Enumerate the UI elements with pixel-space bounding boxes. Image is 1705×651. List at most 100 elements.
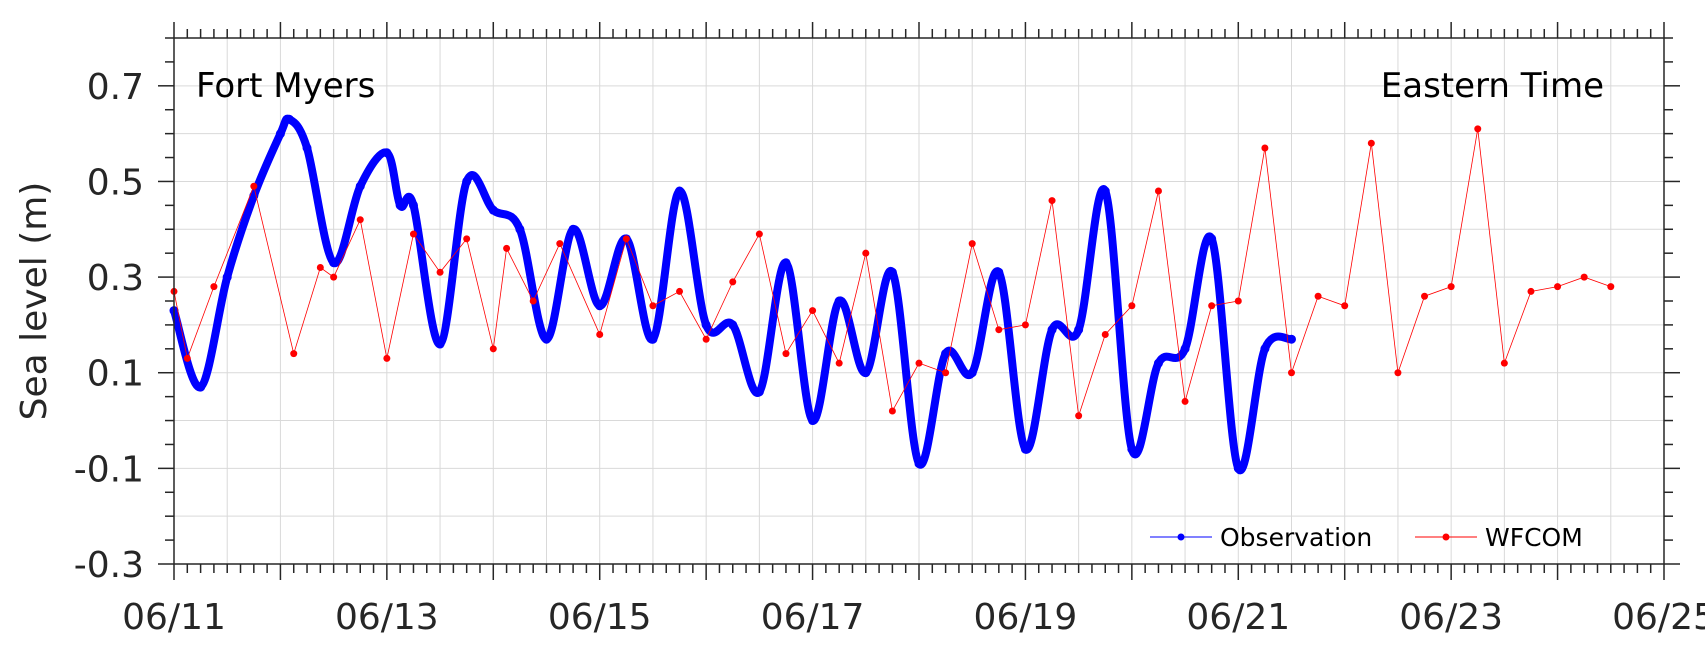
observation-point: [701, 320, 711, 330]
observation-point: [462, 176, 472, 186]
wfcom-point: [250, 182, 258, 190]
observation-point: [754, 387, 764, 397]
observation-point: [395, 200, 405, 210]
observation-point: [275, 129, 285, 139]
plot-series: [169, 114, 1615, 475]
x-tick-label: 06/19: [974, 597, 1078, 638]
grid: [173, 37, 1665, 565]
wfcom-point: [183, 354, 191, 362]
x-tick-label: 06/11: [122, 597, 226, 638]
wfcom-point: [1554, 283, 1562, 291]
y-tick-label: -0.1: [74, 449, 144, 490]
wfcom-point: [676, 287, 684, 295]
observation-point: [329, 258, 339, 268]
wfcom-point: [1474, 125, 1482, 133]
wfcom-point: [809, 307, 817, 315]
wfcom-point: [503, 244, 511, 252]
observation-point: [728, 320, 738, 330]
wfcom-point: [995, 326, 1003, 334]
x-tick-label: 06/15: [548, 597, 652, 638]
observation-point: [941, 349, 951, 359]
legend-wfcom-label: WFCOM: [1485, 523, 1583, 552]
wfcom-point: [1580, 273, 1588, 281]
wfcom-point: [915, 359, 923, 367]
wfcom-point: [1500, 359, 1508, 367]
wfcom-point: [290, 350, 298, 358]
observation-line: [170, 114, 1296, 475]
y-tick-label: 0.7: [87, 67, 144, 108]
observation-point: [648, 334, 658, 344]
observation-point: [355, 181, 365, 191]
wfcom-point: [1208, 302, 1216, 310]
wfcom-point: [622, 235, 630, 243]
observation-point: [1020, 444, 1030, 454]
wfcom-point: [755, 230, 763, 238]
wfcom-point: [782, 350, 790, 358]
observation-point: [1100, 186, 1110, 196]
wfcom-point: [383, 354, 391, 362]
y-tick-label: -0.3: [74, 545, 144, 586]
observation-point: [408, 200, 418, 210]
observation-point: [675, 186, 685, 196]
wfcom-point: [1181, 397, 1189, 405]
observation-point: [302, 143, 312, 153]
observation-point: [595, 301, 605, 311]
observation-point: [284, 114, 294, 124]
observation-point: [834, 296, 844, 306]
legend-observation-label: Observation: [1220, 523, 1372, 552]
wfcom-point: [888, 407, 896, 415]
observation-point: [515, 224, 525, 234]
legend-observation-marker: [1177, 533, 1185, 541]
wfcom-point: [1367, 139, 1375, 147]
wfcom-point: [1421, 292, 1429, 300]
observation-point: [488, 205, 498, 215]
observation-point: [1287, 334, 1296, 344]
y-tick-label: 0.3: [87, 258, 144, 299]
y-axis-label: Sea level (m): [14, 182, 55, 421]
observation-point: [808, 416, 818, 426]
wfcom-point: [1154, 187, 1162, 195]
observation-point: [914, 459, 924, 469]
wfcom-point: [862, 249, 870, 257]
observation-point: [222, 272, 232, 282]
station-label: Fort Myers: [196, 66, 375, 106]
wfcom-point: [1261, 144, 1269, 152]
wfcom-point: [409, 230, 417, 238]
wfcom-point: [1234, 297, 1242, 305]
observation-point: [382, 148, 392, 158]
wfcom-point: [1394, 369, 1402, 377]
observation-point: [435, 339, 445, 349]
x-tick-label: 06/13: [335, 597, 439, 638]
observation-point: [249, 191, 259, 201]
wfcom-point: [729, 278, 737, 286]
observation-point: [781, 258, 791, 268]
x-tick-label: 06/23: [1399, 597, 1503, 638]
legend: Observation WFCOM: [1150, 523, 1583, 552]
wfcom-point: [1048, 197, 1056, 205]
wfcom-point: [649, 302, 657, 310]
y-tick-label: 0.5: [87, 162, 144, 203]
wfcom-point: [1288, 369, 1295, 377]
wfcom-point: [556, 240, 564, 248]
series-observation: [169, 114, 1296, 475]
wfcom-point: [1607, 283, 1615, 291]
wfcom-point: [702, 335, 710, 343]
wfcom-point: [1527, 287, 1535, 295]
observation-point: [887, 267, 897, 277]
y-tick-label: 0.1: [87, 354, 144, 395]
wfcom-point: [489, 345, 497, 353]
wfcom-point: [529, 297, 537, 305]
wfcom-point: [1101, 330, 1109, 338]
wfcom-point: [596, 330, 604, 338]
series-wfcom: [170, 125, 1615, 420]
wfcom-point: [1021, 321, 1029, 329]
wfcom-point: [1128, 302, 1136, 310]
wfcom-point: [463, 235, 471, 243]
observation-point: [1074, 325, 1084, 335]
observation-point: [1153, 358, 1163, 368]
observation-point: [542, 334, 551, 344]
timezone-label: Eastern Time: [1381, 66, 1604, 106]
wfcom-point: [1314, 292, 1322, 300]
x-tick-label: 06/25: [1612, 597, 1705, 638]
